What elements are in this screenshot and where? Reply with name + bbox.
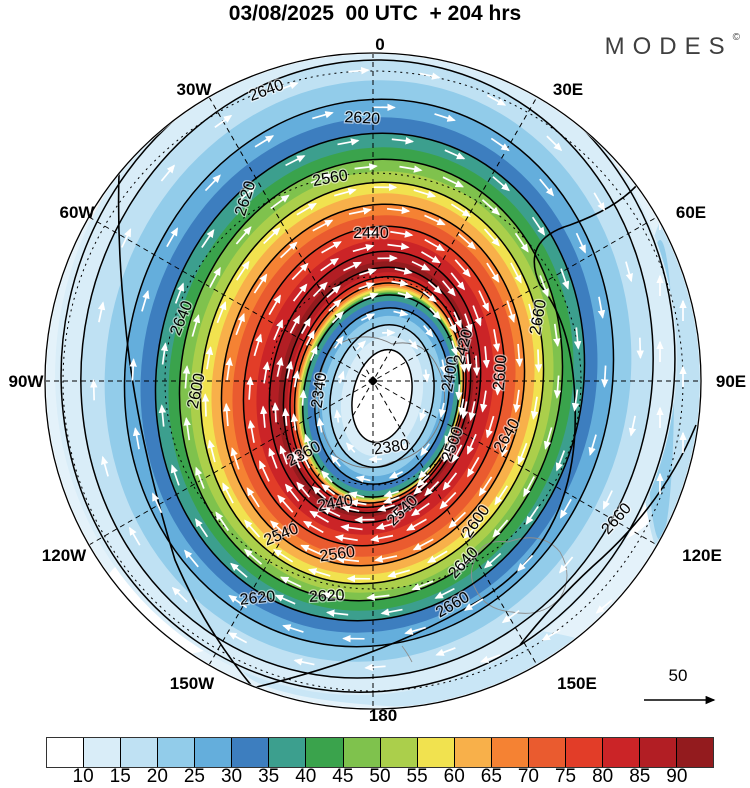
reference-arrow	[638, 666, 738, 712]
colorbar-tick-label: 40	[295, 766, 316, 788]
colorbar-cell	[529, 738, 566, 767]
colorbar-tick-label: 35	[258, 766, 279, 788]
colorbar-cell	[603, 738, 640, 767]
wind-arrow	[94, 380, 95, 400]
colorbar-cell	[677, 738, 713, 767]
lon-label-30w: 30W	[177, 80, 212, 100]
wind-arrow	[458, 384, 459, 399]
colorbar-tick-label: 85	[629, 766, 650, 788]
colorbar-cell	[269, 738, 306, 767]
colorbar-cell	[455, 738, 492, 767]
colorbar-cell	[195, 738, 232, 767]
lon-label-120e: 120E	[682, 546, 722, 566]
contour-label: 2600	[490, 354, 510, 391]
colorbar-tick-label: 45	[332, 766, 353, 788]
colorbar-tick-label: 90	[666, 766, 687, 788]
colorbar	[46, 737, 714, 768]
colorbar-cell	[566, 738, 603, 767]
colorbar-tick-label: 50	[369, 766, 390, 788]
lon-label-120w: 120W	[42, 546, 86, 566]
colorbar-cell	[84, 738, 121, 767]
colorbar-tick-label: 15	[110, 766, 131, 788]
colorbar-tick-label: 55	[407, 766, 428, 788]
lon-label-180: 180	[369, 706, 397, 726]
colorbar-cell	[344, 738, 381, 767]
lon-label-150w: 150W	[170, 674, 214, 694]
colorbar-cell	[306, 738, 343, 767]
contour-label: 2440	[353, 225, 389, 242]
colorbar-tick-label: 10	[73, 766, 94, 788]
wind-arrow	[604, 366, 605, 387]
colorbar-cell	[492, 738, 529, 767]
contour-label: 2620	[309, 587, 346, 606]
wind-arrow	[476, 356, 477, 375]
colorbar-tick-label: 65	[481, 766, 502, 788]
colorbar-tick-label: 60	[444, 766, 465, 788]
wind-arrow	[640, 338, 641, 358]
colorbar-tick-label: 25	[184, 766, 205, 788]
colorbar-tick-label: 75	[555, 766, 576, 788]
wind-arrow	[302, 391, 303, 406]
wind-arrow	[132, 360, 133, 381]
lon-label-150e: 150E	[557, 674, 597, 694]
lon-label-60e: 60E	[676, 203, 706, 223]
colorbar-cell	[232, 738, 269, 767]
wind-arrow	[538, 349, 539, 371]
colorbar-cell	[381, 738, 418, 767]
colorbar-cell	[158, 738, 195, 767]
colorbar-cell	[121, 738, 158, 767]
colorbar-cell	[47, 738, 84, 767]
colorbar-tick-label: 80	[592, 766, 613, 788]
colorbar-cell	[418, 738, 455, 767]
colorbar-tick-label: 20	[147, 766, 168, 788]
colorbar-cell	[640, 738, 677, 767]
lon-label-90e: 90E	[716, 372, 746, 392]
lon-label-90w: 90W	[9, 372, 44, 392]
contour-label: 2620	[344, 109, 381, 128]
lon-label-0: 0	[375, 35, 384, 55]
colorbar-tick-label: 30	[221, 766, 242, 788]
wind-arrow	[275, 403, 276, 422]
colorbar-tick-label: 70	[518, 766, 539, 788]
wind-arrow	[205, 395, 206, 417]
lon-label-30e: 30E	[553, 80, 583, 100]
lon-label-60w: 60W	[60, 203, 95, 223]
